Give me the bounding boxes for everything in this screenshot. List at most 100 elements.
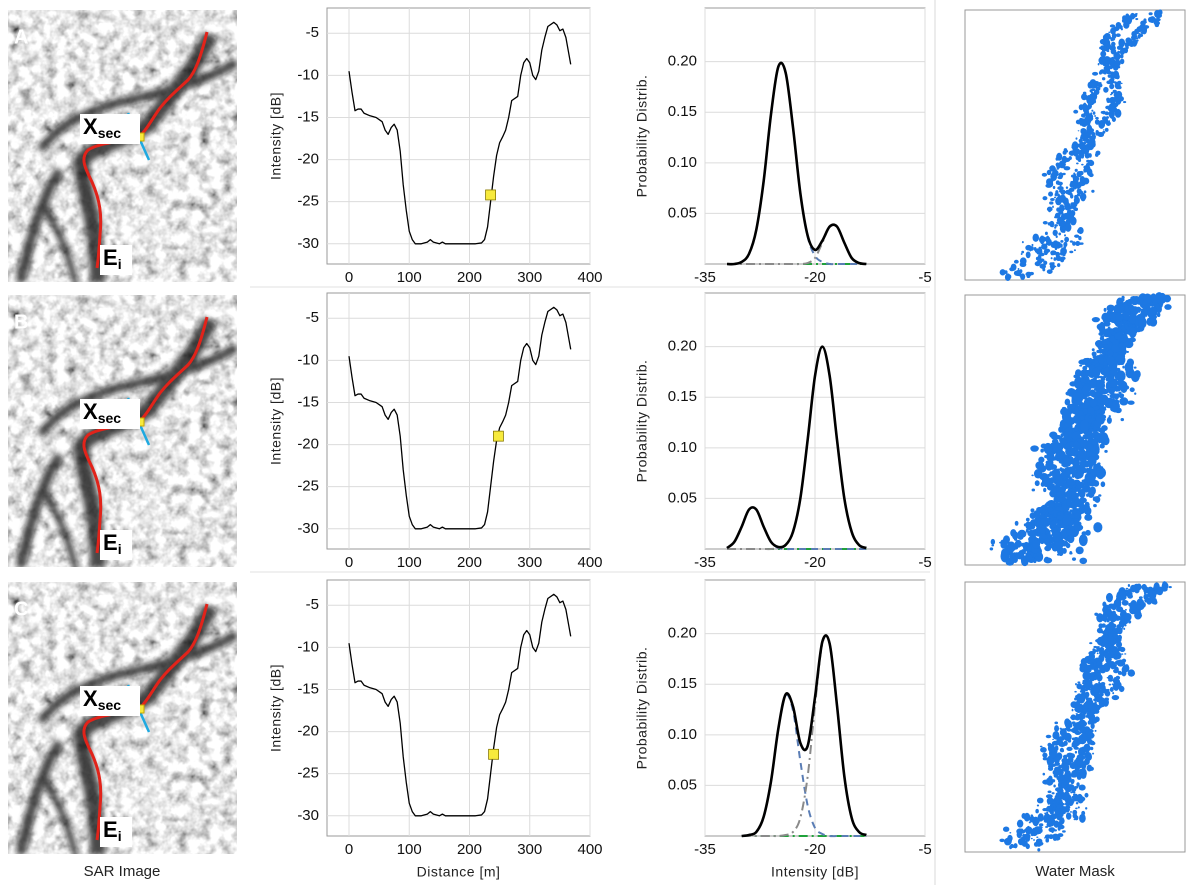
water-blob [1108, 683, 1112, 686]
water-blob [1099, 677, 1102, 680]
water-blob [1105, 592, 1113, 603]
water-blob [1088, 135, 1094, 140]
water-blob [1059, 740, 1064, 745]
water-blob [1082, 679, 1088, 683]
water-blob [1101, 697, 1105, 701]
water-blob [1088, 428, 1094, 433]
water-blob [1082, 357, 1089, 365]
water-blob [1106, 304, 1116, 312]
water-blob [1059, 194, 1066, 202]
water-blob [1133, 366, 1137, 369]
water-blob [1101, 339, 1110, 345]
water-blob [1045, 242, 1050, 246]
water-blob [1119, 397, 1129, 406]
water-blob [1090, 424, 1093, 427]
water-blob [1015, 551, 1025, 560]
water-blob [1092, 648, 1096, 652]
water-blob [1093, 687, 1101, 694]
x-tick-label: -5 [918, 841, 931, 858]
water-blob [1128, 304, 1135, 312]
label-box [100, 530, 132, 560]
water-blob [1024, 826, 1033, 835]
water-blob [1086, 764, 1093, 772]
water-blob [1075, 683, 1077, 686]
water-blob [1115, 65, 1121, 69]
water-blob [1137, 34, 1141, 39]
water-blob [1106, 45, 1110, 51]
water-blob [1109, 369, 1119, 376]
water-blob [1065, 469, 1071, 476]
water-blob [1052, 769, 1059, 776]
water-blob [1078, 534, 1088, 547]
water-blob [1050, 804, 1054, 809]
water-blob [1057, 436, 1063, 440]
water-blob [1063, 782, 1068, 786]
water-blob [990, 538, 996, 545]
water-blob [1095, 86, 1101, 91]
water-blob [1033, 839, 1035, 841]
water-blob [1141, 584, 1147, 591]
water-blob [1074, 697, 1077, 701]
water-blob [1064, 398, 1071, 406]
xsec-sub: sec [98, 697, 122, 713]
water-blob [1099, 38, 1106, 45]
y-axis-label: Probability Distrib. [634, 75, 650, 198]
water-blob [1099, 336, 1105, 341]
end-letter: E [103, 530, 118, 555]
water-blob [1075, 143, 1080, 148]
water-blob [1151, 314, 1158, 320]
y-tick-label: -30 [297, 235, 319, 252]
water-blob [1110, 93, 1112, 96]
water-blob [1080, 128, 1087, 133]
water-blob [1073, 392, 1082, 401]
end-sub: i [118, 541, 122, 557]
water-blob [1083, 432, 1087, 435]
water-blob [1056, 221, 1060, 225]
water-blob [1103, 418, 1106, 421]
water-blob [1087, 456, 1097, 467]
water-blob [1065, 150, 1069, 153]
water-blob [1043, 557, 1049, 563]
water-blob [1085, 110, 1089, 114]
water-blob [1055, 157, 1059, 161]
water-blob [1109, 83, 1115, 90]
water-blob [1114, 59, 1121, 67]
water-blob [1043, 538, 1051, 544]
y-tick-label: -10 [297, 638, 319, 655]
profile-marker [493, 430, 504, 442]
water-blob [1091, 674, 1095, 678]
water-blob [1069, 552, 1073, 555]
water-blob [1106, 688, 1110, 692]
water-blob [1037, 844, 1041, 847]
water-blob [1037, 464, 1047, 473]
water-blob [1121, 667, 1126, 672]
water-blob [1053, 820, 1060, 828]
water-blob [1048, 191, 1054, 197]
water-blob [1074, 702, 1077, 706]
water-blob [1086, 493, 1089, 497]
water-blob [1130, 585, 1137, 593]
water-blob [1099, 443, 1105, 449]
water-blob [1100, 681, 1106, 686]
water-blob [1134, 610, 1142, 620]
water-blob [1117, 342, 1127, 353]
water-blob [1058, 520, 1063, 525]
water-blob [1061, 763, 1070, 772]
water-blob [1089, 746, 1094, 751]
water-blob [1064, 476, 1068, 479]
water-blob [1055, 792, 1059, 795]
water-blob [1038, 236, 1046, 244]
water-blob [1100, 56, 1105, 59]
end-sub: i [118, 828, 122, 844]
water-blob [1046, 169, 1052, 176]
water-blob [1064, 202, 1071, 211]
water-blob [1058, 813, 1064, 818]
water-blob [1044, 248, 1051, 253]
water-blob [1016, 819, 1024, 828]
water-blob [1039, 513, 1045, 519]
water-blob [1017, 267, 1020, 271]
water-blob [1085, 691, 1090, 698]
y-tick-label: 0.10 [668, 439, 697, 456]
water-blob [1071, 143, 1077, 150]
water-blob [1061, 794, 1069, 801]
